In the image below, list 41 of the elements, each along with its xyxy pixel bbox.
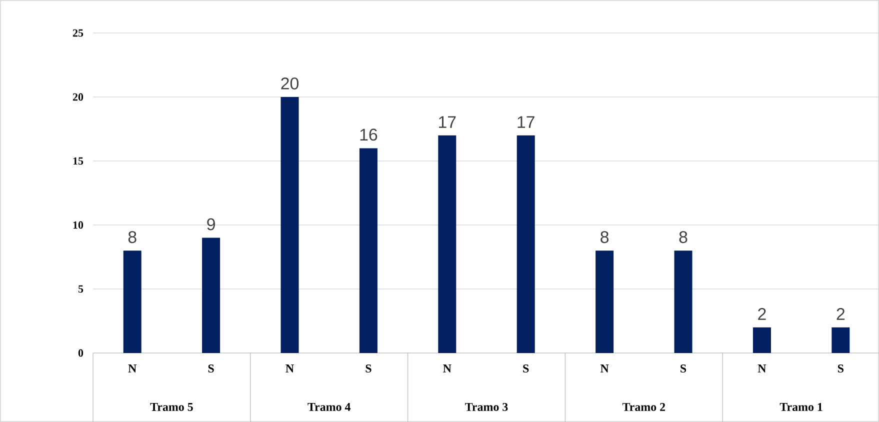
- text: Tramo 5: [150, 403, 193, 411]
- y-tick-label: 15: [73, 157, 84, 165]
- text: Tramo 3: [465, 402, 508, 412]
- data-label: 8: [679, 231, 688, 244]
- y-tick-label: 20: [72, 93, 84, 101]
- data-label: 8: [128, 231, 136, 244]
- bar: [516, 135, 535, 353]
- x-tick-label: N: [286, 364, 294, 372]
- bar: [438, 135, 456, 353]
- bar: [832, 327, 850, 353]
- y-tick-label: 0: [78, 349, 84, 357]
- text: Tramo 1: [780, 402, 822, 411]
- bar: [752, 327, 771, 353]
- x-tick-label: S: [838, 364, 844, 373]
- y-tick-label: 25: [72, 29, 84, 37]
- bar: [359, 148, 378, 353]
- x-tick-label: S: [208, 364, 214, 373]
- x-tick-label: S: [366, 364, 372, 373]
- data-label: 2: [758, 308, 766, 320]
- x-tick-label: S: [680, 364, 686, 373]
- data-label: 20: [281, 77, 299, 90]
- data-label: 8: [600, 231, 609, 244]
- data-label: 16: [360, 128, 378, 141]
- data-label: 9: [207, 218, 215, 230]
- bar: [280, 96, 299, 353]
- y-tick-label: 5: [78, 285, 84, 293]
- bar: [202, 238, 220, 353]
- bar: [123, 250, 142, 353]
- text: Tramo 2: [622, 402, 666, 412]
- y-tick-label: 10: [73, 221, 84, 229]
- bar: [674, 250, 692, 353]
- data-label: 2: [836, 308, 845, 320]
- x-tick-label: N: [443, 364, 452, 372]
- data-label: 17: [518, 116, 534, 128]
- x-tick-label: N: [600, 364, 609, 372]
- x-tick-label: S: [523, 364, 529, 373]
- data-label: 17: [439, 116, 456, 128]
- bar: [596, 250, 614, 353]
- x-tick-label: N: [758, 364, 766, 372]
- x-tick-label: N: [128, 364, 137, 372]
- text: Tramo 4: [308, 403, 351, 411]
